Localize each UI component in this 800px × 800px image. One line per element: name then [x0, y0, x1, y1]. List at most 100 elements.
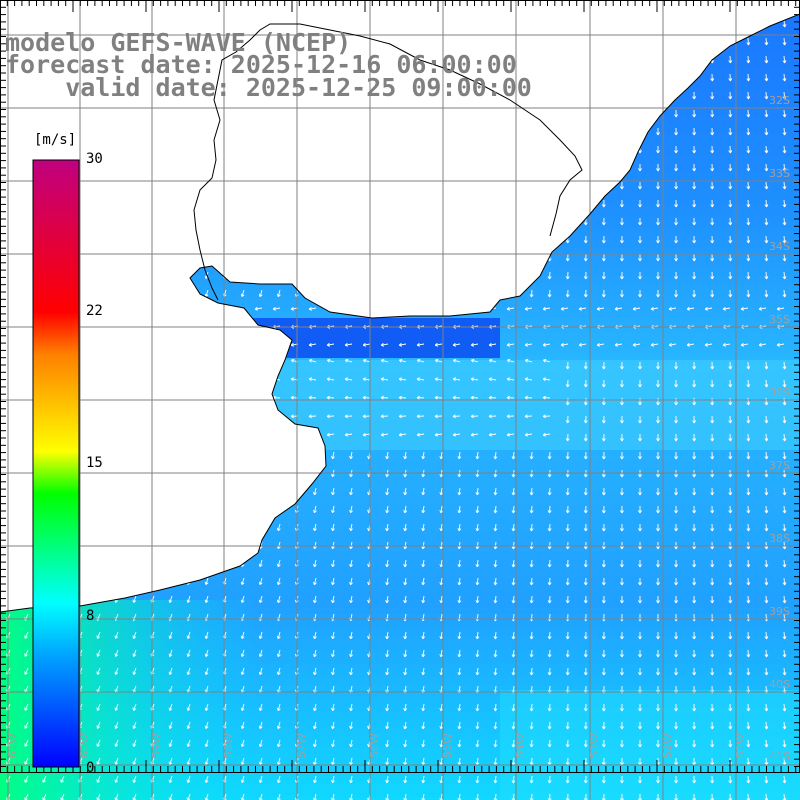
wind-arrow [385, 649, 390, 658]
wind-arrow [620, 721, 624, 730]
lon-label: 57W [295, 733, 308, 758]
wind-arrow [218, 432, 227, 437]
wind-arrow [96, 703, 101, 711]
wind-arrow [620, 19, 624, 28]
wind-arrow [529, 253, 534, 262]
wind-arrow [583, 55, 588, 64]
wind-arrow [547, 37, 552, 46]
wind-arrow [529, 271, 534, 280]
wind-arrow [547, 451, 552, 460]
wind-arrow [240, 127, 245, 136]
wind-arrow [475, 217, 480, 226]
wind-arrow [728, 631, 733, 640]
wind-arrow [547, 487, 552, 496]
wind-arrow [331, 271, 335, 280]
wind-arrow [764, 487, 769, 496]
wind-arrow [638, 380, 642, 388]
wind-arrow [236, 395, 245, 400]
wind-arrow [276, 649, 281, 658]
wind-arrow [746, 145, 751, 154]
wind-arrow [583, 361, 588, 370]
wind-arrow [764, 397, 769, 406]
wind-arrow [493, 235, 498, 244]
wind-arrow [128, 414, 137, 419]
wind-arrow [276, 739, 281, 748]
wind-arrow [24, 253, 29, 261]
lon-label: 55W [441, 733, 454, 758]
wind-arrow [746, 73, 751, 82]
wind-arrow [182, 414, 191, 419]
wind-arrow [114, 109, 119, 117]
wind-arrow [128, 306, 137, 311]
wind-arrow [764, 19, 769, 28]
wind-arrow [146, 358, 155, 363]
wind-arrow [578, 306, 587, 311]
wind-arrow [475, 109, 480, 118]
wind-arrow [710, 181, 715, 190]
wind-arrow [764, 667, 769, 676]
wind-arrow [349, 487, 353, 496]
wind-arrow [24, 235, 29, 243]
wind-arrow [656, 560, 660, 568]
wind-arrow [601, 127, 606, 136]
wind-arrow [565, 109, 570, 118]
wind-arrow [452, 377, 461, 382]
wind-arrow [475, 559, 480, 568]
wind-arrow [254, 395, 263, 400]
wind-arrow [168, 127, 173, 135]
wind-arrow [638, 668, 642, 676]
wind-arrow [385, 253, 390, 262]
wind-arrow [349, 631, 353, 640]
wind-arrow [601, 523, 606, 532]
wind-arrow [632, 342, 641, 347]
wind-arrow [96, 235, 101, 243]
wind-arrow [331, 523, 335, 532]
wind-arrow [686, 342, 695, 347]
wind-arrow [529, 649, 534, 658]
wind-arrow [313, 487, 317, 496]
wind-arrow [398, 306, 407, 311]
wind-arrow [398, 358, 407, 363]
wind-arrow [20, 342, 29, 347]
wind-arrow [475, 451, 480, 460]
wind-arrow [385, 181, 390, 190]
wind-arrow [764, 109, 769, 118]
wind-arrow [132, 595, 137, 603]
wind-arrow [186, 505, 191, 513]
wind-arrow [638, 434, 642, 442]
wind-arrow [96, 19, 101, 27]
wind-arrow [96, 523, 101, 531]
wind-arrow [258, 595, 263, 604]
wind-arrow [439, 145, 444, 154]
wind-arrow [782, 667, 787, 676]
wind-arrow [128, 358, 137, 363]
wind-arrow [583, 289, 588, 298]
wind-arrow [728, 559, 733, 568]
wind-arrow [547, 577, 552, 586]
wind-arrow [403, 721, 408, 730]
wind-arrow [764, 595, 769, 604]
wind-arrow [674, 109, 678, 118]
wind-arrow [313, 739, 317, 748]
wind-arrow [276, 19, 281, 28]
wind-arrow [620, 523, 624, 532]
wind-arrow [258, 757, 263, 766]
wind-arrow [692, 487, 697, 496]
wind-arrow [96, 181, 101, 189]
wind-arrow [583, 559, 588, 568]
wind-arrow [710, 649, 715, 658]
wind-arrow [132, 235, 137, 243]
wind-arrow [638, 740, 642, 748]
wind-arrow [601, 505, 606, 514]
wind-arrow [308, 358, 317, 363]
wind-arrow [710, 289, 715, 298]
wind-arrow [776, 342, 785, 347]
wind-arrow [132, 109, 137, 117]
wind-arrow [674, 127, 678, 136]
wind-arrow [511, 577, 516, 586]
wind-arrow [236, 342, 245, 347]
wind-arrow [313, 181, 317, 190]
wind-arrow [24, 775, 29, 783]
wind-arrow [782, 631, 787, 640]
wind-arrow [782, 181, 787, 190]
